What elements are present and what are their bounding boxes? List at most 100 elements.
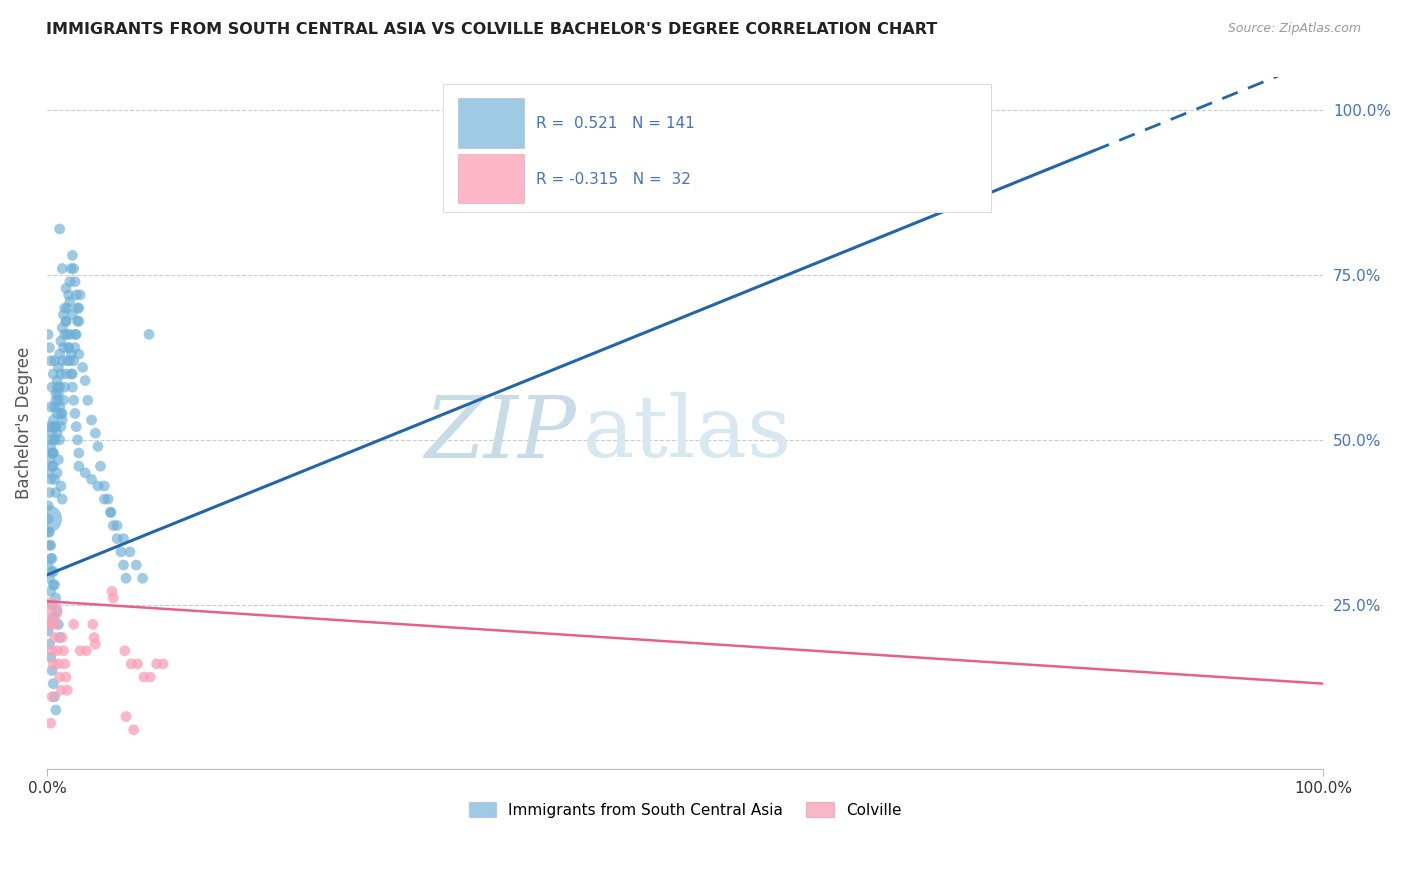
Point bbox=[44, 433, 66, 447]
Point bbox=[41, 643, 63, 657]
Point bbox=[44, 578, 66, 592]
Point bbox=[93, 479, 115, 493]
Point bbox=[114, 643, 136, 657]
Point bbox=[59, 294, 82, 309]
Point bbox=[38, 538, 60, 552]
Point bbox=[75, 374, 97, 388]
Point bbox=[38, 341, 60, 355]
Point bbox=[75, 643, 97, 657]
Point bbox=[152, 657, 174, 671]
Point bbox=[45, 703, 67, 717]
Point bbox=[63, 407, 86, 421]
Point bbox=[80, 413, 103, 427]
Point bbox=[80, 472, 103, 486]
Point bbox=[59, 353, 82, 368]
Point bbox=[51, 492, 73, 507]
Point bbox=[55, 670, 77, 684]
Point bbox=[53, 327, 76, 342]
Point bbox=[138, 327, 160, 342]
Point bbox=[63, 327, 86, 342]
Point bbox=[39, 551, 62, 566]
Point bbox=[56, 683, 79, 698]
Point bbox=[37, 558, 59, 572]
Point bbox=[48, 393, 70, 408]
Point bbox=[65, 327, 87, 342]
Point bbox=[60, 347, 83, 361]
Point bbox=[112, 558, 135, 572]
Point bbox=[42, 446, 65, 460]
Point bbox=[67, 459, 90, 474]
Point bbox=[89, 459, 111, 474]
Point bbox=[120, 657, 142, 671]
Point bbox=[101, 584, 124, 599]
Point bbox=[37, 499, 59, 513]
Point bbox=[42, 578, 65, 592]
Point bbox=[37, 525, 59, 540]
Point bbox=[37, 624, 59, 638]
Point bbox=[45, 419, 67, 434]
Point bbox=[60, 261, 83, 276]
Point bbox=[39, 353, 62, 368]
Point bbox=[38, 617, 60, 632]
Point bbox=[48, 380, 70, 394]
Point bbox=[65, 288, 87, 302]
Point bbox=[44, 631, 66, 645]
Point bbox=[45, 419, 67, 434]
Point bbox=[65, 419, 87, 434]
Point bbox=[132, 670, 155, 684]
Point bbox=[37, 512, 59, 526]
Point bbox=[62, 248, 84, 262]
Point bbox=[48, 452, 70, 467]
Point bbox=[118, 545, 141, 559]
Point bbox=[45, 591, 67, 605]
Point bbox=[52, 643, 75, 657]
Point bbox=[48, 386, 70, 401]
Point bbox=[46, 380, 69, 394]
Point bbox=[38, 419, 60, 434]
Text: atlas: atlas bbox=[583, 392, 792, 475]
Point bbox=[48, 617, 70, 632]
Y-axis label: Bachelor's Degree: Bachelor's Degree bbox=[15, 347, 32, 500]
Point bbox=[38, 485, 60, 500]
Point bbox=[42, 413, 65, 427]
Point bbox=[62, 617, 84, 632]
Point bbox=[87, 439, 110, 453]
Point bbox=[105, 532, 128, 546]
Point bbox=[62, 367, 84, 381]
Text: ZIP: ZIP bbox=[425, 392, 576, 475]
Point bbox=[53, 380, 76, 394]
Point bbox=[52, 393, 75, 408]
Point bbox=[75, 466, 97, 480]
Point bbox=[51, 321, 73, 335]
Point bbox=[48, 631, 70, 645]
Point bbox=[44, 690, 66, 704]
Point bbox=[131, 571, 153, 585]
Point bbox=[39, 400, 62, 414]
Point bbox=[100, 505, 122, 519]
Point bbox=[69, 643, 91, 657]
Point bbox=[39, 538, 62, 552]
Point bbox=[42, 459, 65, 474]
Point bbox=[76, 393, 98, 408]
Point bbox=[100, 505, 122, 519]
Point bbox=[46, 407, 69, 421]
Point bbox=[67, 446, 90, 460]
Point bbox=[42, 676, 65, 690]
Point bbox=[103, 518, 125, 533]
Point bbox=[46, 466, 69, 480]
Point bbox=[52, 341, 75, 355]
Point bbox=[63, 275, 86, 289]
Point bbox=[39, 716, 62, 731]
Point bbox=[38, 637, 60, 651]
Point bbox=[41, 446, 63, 460]
Point bbox=[49, 334, 72, 348]
Point bbox=[63, 341, 86, 355]
Point bbox=[42, 367, 65, 381]
Point bbox=[67, 301, 90, 315]
Point bbox=[42, 565, 65, 579]
Point bbox=[38, 452, 60, 467]
FancyBboxPatch shape bbox=[458, 98, 524, 148]
Point bbox=[145, 657, 167, 671]
Point bbox=[38, 571, 60, 585]
Point bbox=[56, 327, 79, 342]
